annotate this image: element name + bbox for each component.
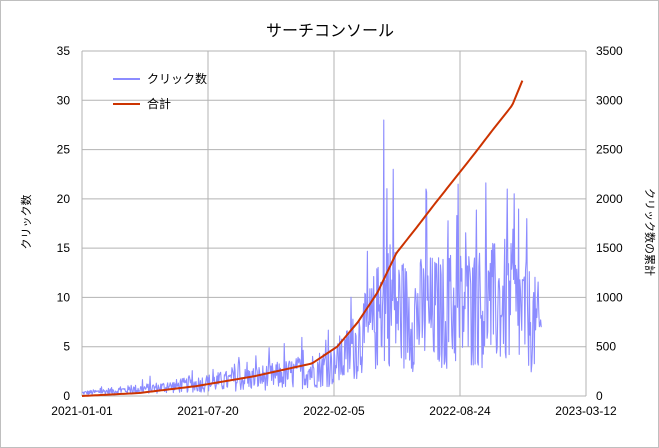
y-tick-label-left: 5 — [63, 340, 70, 354]
y-tick-label-left: 10 — [57, 290, 71, 304]
grid-lines — [81, 50, 587, 397]
y-tick-label-right: 2000 — [596, 192, 623, 206]
legend-label-total: 合計 — [147, 96, 171, 111]
y-axis-title-left: クリック数 — [20, 195, 33, 250]
y-tick-label-right: 1000 — [596, 290, 623, 304]
y-tick-label-right: 2500 — [596, 143, 623, 157]
y-tick-label-left: 0 — [63, 389, 70, 403]
y-tick-label-left: 30 — [57, 93, 71, 107]
y-tick-label-right: 0 — [596, 389, 603, 403]
chart-title: サーチコンソール — [266, 23, 394, 40]
tick-labels: 0 0 5 500 10 1000 15 1500 20 2000 25 2500 30 3000 35 35… — [51, 44, 623, 418]
x-tick-label: 2021-01-01 — [51, 404, 113, 418]
legend: クリック数 合計 — [113, 71, 207, 111]
y-tick-label-right: 500 — [596, 340, 616, 354]
y-tick-label-right: 1500 — [596, 241, 623, 255]
series-clicks-line — [81, 119, 542, 396]
x-tick-label: 2021-07-20 — [177, 404, 239, 418]
y-tick-label-left: 20 — [57, 192, 71, 206]
x-tick-label: 2023-03-12 — [555, 404, 617, 418]
y-tick-label-right: 3500 — [596, 44, 623, 58]
series-total-line — [81, 80, 524, 397]
y-axis-title-right: クリック数の累計 — [643, 188, 657, 276]
x-tick-label: 2022-02-05 — [303, 404, 365, 418]
y-tick-label-right: 3000 — [596, 93, 623, 107]
y-tick-label-left: 35 — [57, 44, 71, 58]
legend-label-clicks: クリック数 — [147, 71, 207, 86]
y-tick-label-left: 25 — [57, 143, 71, 157]
x-tick-label: 2022-08-24 — [429, 404, 491, 418]
y-tick-label-left: 15 — [57, 241, 71, 255]
plot-area — [81, 80, 542, 397]
